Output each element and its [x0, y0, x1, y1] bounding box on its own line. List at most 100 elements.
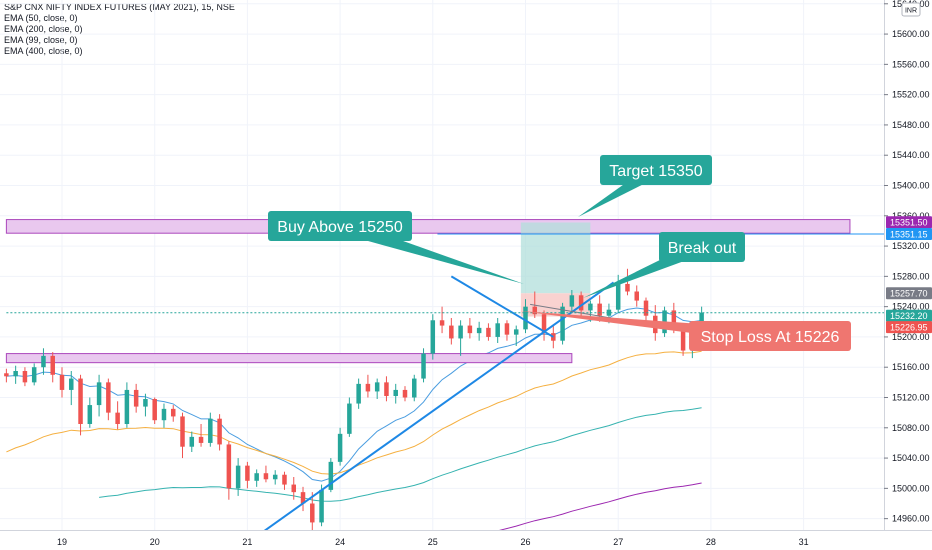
candle-body — [504, 323, 510, 335]
candle — [4, 368, 9, 383]
candle — [337, 427, 343, 466]
support-trendline[interactable] — [260, 281, 615, 534]
y-tick-label: 15600.00 — [892, 29, 930, 39]
candle-body — [133, 389, 139, 407]
candle-body — [541, 314, 547, 334]
candle-body — [384, 382, 389, 396]
candle — [504, 320, 510, 341]
candle-body — [356, 383, 361, 404]
candle — [245, 461, 250, 489]
price-tag[interactable] — [886, 216, 932, 229]
candle-body — [412, 378, 417, 398]
candle-body — [551, 333, 556, 341]
support-zone[interactable] — [5, 353, 573, 364]
candle — [300, 486, 306, 512]
candle — [495, 318, 500, 343]
candle — [643, 297, 649, 322]
price-tag-label: 15232.20 — [890, 311, 928, 321]
price-tag-label: 15351.50 — [890, 218, 928, 228]
legend: S&P CNX NIFTY INDEX FUTURES (MAY 2021), … — [4, 2, 235, 57]
candle-body — [69, 378, 74, 390]
candle — [486, 323, 491, 341]
callout-2[interactable]: Break out — [583, 232, 745, 298]
candle-body — [87, 405, 93, 424]
candle-body — [458, 325, 463, 339]
y-tick-label: 14960.00 — [892, 514, 930, 524]
candle — [393, 383, 398, 404]
callouts[interactable]: Target 15350 Buy Above 15250 Break out Stop… — [268, 155, 851, 351]
time-axis[interactable]: 19 20 21 24 25 26 27 28 31 — [0, 530, 932, 550]
candle — [217, 414, 222, 451]
candle — [170, 405, 176, 422]
callout-3[interactable]: Stop Loss At 15226 — [520, 311, 851, 351]
candle — [180, 412, 185, 459]
resistance-zone[interactable] — [5, 219, 851, 234]
candle — [476, 321, 482, 341]
callout-1[interactable]: Buy Above 15250 — [268, 211, 524, 284]
candle — [310, 492, 315, 530]
callout-box — [268, 211, 412, 241]
candle-body — [4, 373, 9, 377]
ema-line — [99, 407, 702, 502]
candle-body — [569, 295, 575, 307]
zones[interactable] — [5, 219, 851, 364]
x-tick-label: 24 — [335, 537, 345, 547]
breakout-trendline[interactable] — [450, 275, 554, 338]
candle-body — [467, 325, 473, 334]
y-tick-label: 15520.00 — [892, 90, 930, 100]
candle — [69, 371, 74, 406]
candle — [282, 471, 287, 490]
candle-body — [476, 327, 482, 334]
y-tick-label: 15240.00 — [892, 302, 930, 312]
candle-body — [189, 436, 195, 447]
candle — [50, 352, 55, 383]
price-tag[interactable] — [886, 309, 932, 322]
callout-box — [689, 321, 851, 351]
candle-body — [560, 306, 565, 341]
y-tick-label: 15400.00 — [892, 181, 930, 191]
ema-lines — [6, 307, 702, 550]
candle — [31, 363, 37, 386]
candle — [439, 306, 445, 334]
candle-body — [263, 473, 269, 480]
price-tag[interactable] — [886, 321, 932, 334]
candle-body — [254, 473, 259, 481]
candle — [412, 374, 417, 402]
candle-body — [152, 399, 157, 421]
candle-body — [96, 382, 102, 406]
candle — [356, 378, 361, 409]
x-tick-label: 28 — [706, 537, 716, 547]
candle-body — [41, 355, 46, 368]
x-tick-label: 26 — [520, 537, 530, 547]
price-tag-label: 15257.70 — [890, 289, 928, 299]
y-tick-label: 15360.00 — [892, 211, 930, 221]
candle-body — [402, 389, 408, 398]
y-tick-label: 15200.00 — [892, 332, 930, 342]
candle-body — [50, 355, 55, 375]
candle-body — [337, 433, 343, 462]
target-area[interactable] — [520, 222, 591, 294]
candle — [467, 318, 473, 339]
callout-0[interactable]: Target 15350 — [578, 155, 712, 217]
candle-body — [124, 389, 130, 424]
y-tick-label: 15440.00 — [892, 150, 930, 160]
candle-body — [513, 329, 519, 335]
candle-body — [300, 492, 306, 504]
indicator-ema-50: EMA (50, close, 0) — [4, 13, 78, 23]
candle — [458, 320, 463, 356]
candle — [115, 401, 120, 430]
price-tag[interactable] — [886, 227, 932, 240]
candle — [384, 376, 389, 402]
candle — [22, 367, 28, 387]
candle-body — [615, 283, 621, 310]
candle-body — [310, 503, 315, 523]
currency-badge[interactable]: INR — [901, 2, 921, 17]
currency-badge-box[interactable] — [901, 2, 921, 17]
candle — [161, 403, 167, 428]
candle — [133, 383, 139, 413]
price-tag[interactable] — [886, 287, 932, 300]
candle — [198, 424, 204, 447]
price-axis[interactable]: 15640.0015600.0015560.0015520.0015480.00… — [884, 0, 932, 550]
candle — [106, 378, 111, 421]
